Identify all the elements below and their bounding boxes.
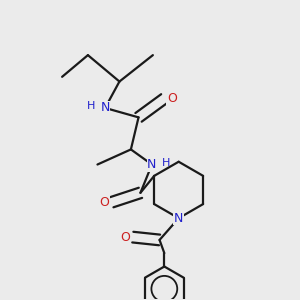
- Text: H: H: [87, 101, 95, 112]
- Text: O: O: [120, 231, 130, 244]
- Text: H: H: [162, 158, 170, 168]
- Text: O: O: [99, 196, 109, 209]
- Text: O: O: [167, 92, 177, 105]
- Text: N: N: [100, 101, 110, 114]
- Text: N: N: [147, 158, 157, 171]
- Text: N: N: [174, 212, 183, 225]
